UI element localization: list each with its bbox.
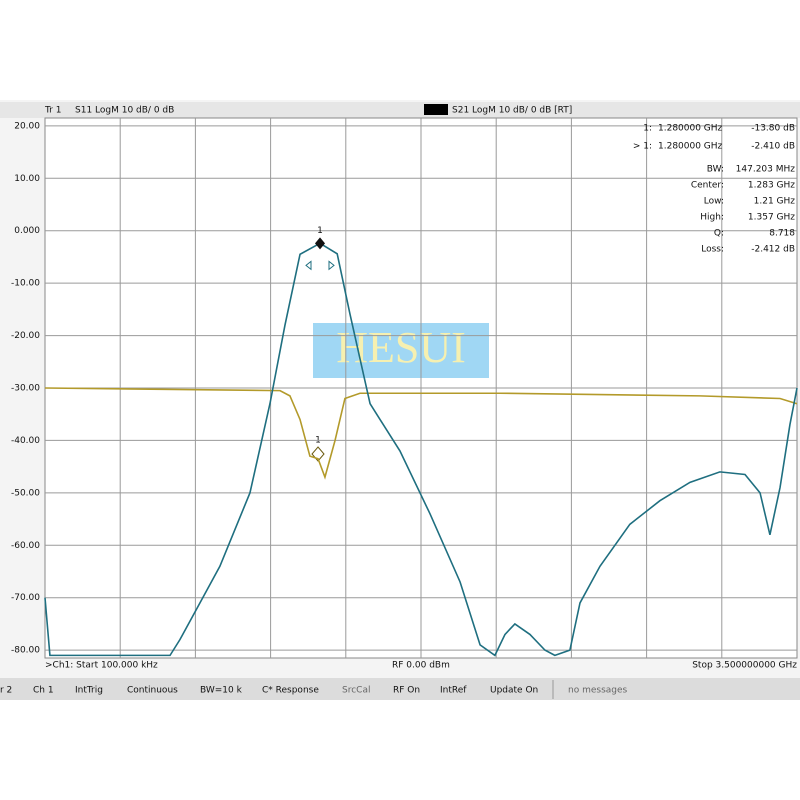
y-tick-label: -20.00 [11, 331, 40, 341]
trace-s11: S11 LogM 10 dB/ 0 dB [75, 106, 174, 116]
status-item: Ch 1 [33, 686, 54, 696]
stat-name: Loss: [701, 245, 724, 255]
readout-value: -2.410 dB [751, 142, 795, 152]
marker [315, 237, 326, 250]
trace-line [44, 387, 798, 480]
status-bar [0, 678, 800, 700]
y-tick-label: -50.00 [11, 488, 40, 498]
readout-id: 1: [643, 124, 652, 134]
stat-value: 1.357 GHz [748, 213, 795, 223]
status-item: C* Response [262, 686, 319, 696]
footer-stop: Stop 3.500000000 GHz [692, 661, 797, 671]
y-tick-label: -60.00 [11, 541, 40, 551]
trace-s21: S21 LogM 10 dB/ 0 dB [RT] [452, 106, 572, 116]
stat-value: 1.21 GHz [754, 197, 796, 207]
y-tick-label: -30.00 [11, 384, 40, 394]
status-item: SrcCal [342, 686, 370, 696]
y-tick-label: -40.00 [11, 436, 40, 446]
status-item: Update On [490, 686, 538, 696]
y-tick-label: 10.00 [14, 174, 40, 184]
marker-label: 1 [317, 226, 323, 236]
status-item: IntTrig [75, 686, 103, 696]
status-item: RF On [393, 686, 420, 696]
y-tick-label: -10.00 [11, 279, 40, 289]
y-tick-label: -70.00 [11, 593, 40, 603]
footer-power: RF 0.00 dBm [392, 661, 450, 671]
stat-name: BW: [707, 165, 724, 175]
stat-name: Low: [704, 197, 724, 207]
status-item: no messages [568, 686, 628, 696]
stat-value: 1.283 GHz [748, 181, 795, 191]
trace-line [44, 242, 798, 657]
stat-name: Q: [714, 229, 724, 239]
trace-label: Tr 1 [44, 106, 61, 116]
marker-edge [305, 260, 335, 271]
status-item: Continuous [127, 686, 178, 696]
readout-value: -13.80 dB [751, 124, 795, 134]
readout-freq: 1.280000 GHz [658, 124, 723, 134]
watermark-box [313, 323, 489, 378]
header-bar [0, 102, 800, 118]
trace-s21-swatch [424, 104, 448, 115]
watermark: HESUI [336, 323, 466, 372]
status-item: r 2 [0, 686, 12, 696]
stat-value: 8.718 [769, 229, 795, 239]
readout-freq: 1.280000 GHz [658, 142, 723, 152]
stat-value: -2.412 dB [751, 245, 795, 255]
footer-start: >Ch1: Start 100.000 kHz [45, 661, 158, 671]
status-item: IntRef [440, 686, 467, 696]
y-tick-label: 0.000 [14, 226, 40, 236]
y-tick-label: -80.00 [11, 646, 40, 656]
status-item: BW=10 k [200, 686, 243, 696]
stat-value: 147.203 MHz [736, 165, 796, 175]
stat-name: High: [700, 213, 724, 223]
stat-name: Center: [691, 181, 724, 191]
y-tick-label: 20.00 [14, 121, 40, 131]
readout-id: > 1: [633, 142, 652, 152]
